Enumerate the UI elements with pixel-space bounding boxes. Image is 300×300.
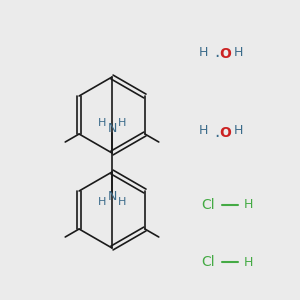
Text: H: H (243, 199, 253, 212)
Text: H: H (98, 197, 106, 207)
Text: H: H (233, 124, 243, 136)
Text: .: . (214, 43, 220, 61)
Text: H: H (118, 118, 126, 128)
Text: H: H (198, 124, 208, 136)
Text: H: H (243, 256, 253, 268)
Text: H: H (233, 46, 243, 59)
Text: Cl: Cl (201, 255, 215, 269)
Text: O: O (219, 126, 231, 140)
Text: H: H (98, 118, 106, 128)
Text: H: H (118, 197, 126, 207)
Text: N: N (107, 122, 117, 136)
Text: O: O (219, 47, 231, 61)
Text: N: N (107, 190, 117, 202)
Text: Cl: Cl (201, 198, 215, 212)
Text: .: . (214, 123, 220, 141)
Text: H: H (198, 46, 208, 59)
